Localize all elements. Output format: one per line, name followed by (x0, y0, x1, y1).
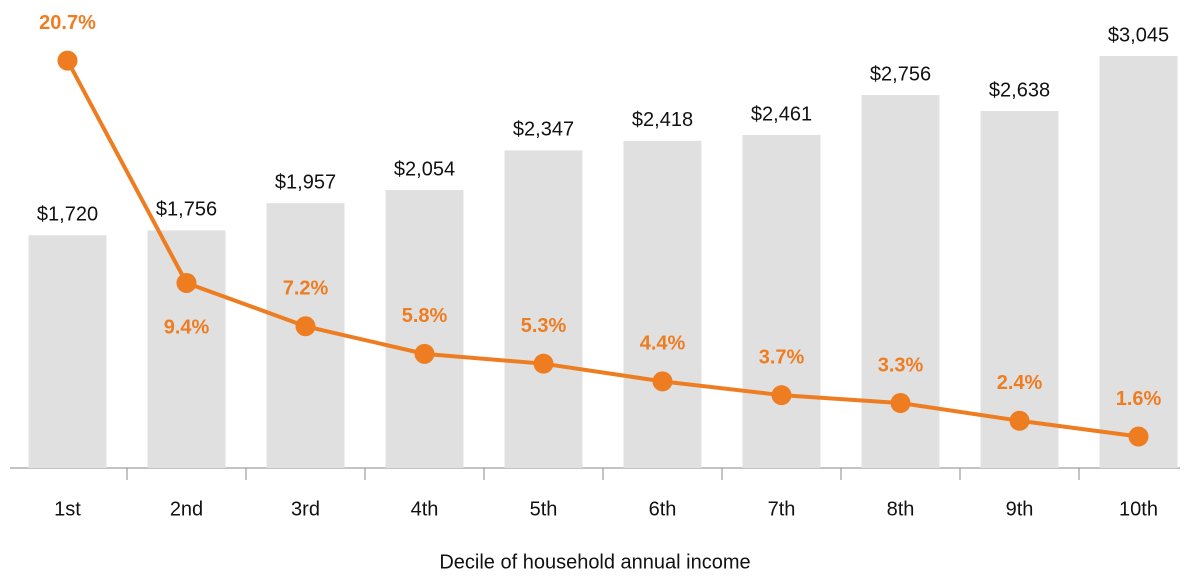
bar-value-label: $1,756 (156, 199, 217, 221)
line-value-label: 2.4% (997, 372, 1043, 394)
bar (147, 230, 226, 468)
line-point (771, 385, 792, 406)
bar (504, 150, 583, 468)
line-point (414, 343, 435, 364)
bar-value-label: $3,045 (1108, 24, 1169, 46)
line-point (533, 353, 554, 374)
line (65, 59, 1139, 439)
line-point (176, 272, 197, 293)
bar-value-label: $2,756 (870, 63, 931, 85)
x-axis-title: Decile of household annual income (439, 551, 750, 573)
line-point (1009, 410, 1030, 431)
bar (980, 111, 1059, 468)
bar (28, 235, 107, 468)
bar (385, 190, 464, 469)
x-tick-label: 10th (1119, 498, 1158, 520)
x-tick-label: 8th (887, 498, 915, 520)
x-tick-label: 3rd (291, 498, 320, 520)
bar-value-label: $2,638 (989, 79, 1050, 101)
line-value-label: 20.7% (39, 12, 96, 34)
x-tick-label: 7th (768, 498, 796, 520)
x-tick-label: 2nd (170, 498, 203, 520)
line-value-label: 1.6% (1116, 388, 1162, 410)
line-point (652, 371, 673, 392)
line-point (57, 50, 78, 71)
x-tick-label: 1st (54, 498, 81, 520)
line-value-label: 4.4% (640, 333, 686, 355)
bar-value-label: $1,957 (275, 171, 336, 193)
bar-value-label: $2,347 (513, 119, 574, 141)
line-value-label: 7.2% (283, 278, 329, 300)
bar (742, 134, 821, 468)
line-value-label: 5.3% (521, 315, 567, 337)
line-point (295, 316, 316, 337)
x-tick-label: 5th (530, 498, 558, 520)
line-value-label: 9.4% (164, 316, 210, 338)
bar (623, 140, 702, 468)
bar-value-label: $2,461 (751, 103, 812, 125)
line-value-label: 3.3% (878, 354, 924, 376)
bar-value-label: $1,720 (37, 204, 98, 226)
x-tick-label: 9th (1006, 498, 1034, 520)
line-point (890, 393, 911, 414)
bar-value-label: $2,054 (394, 158, 455, 180)
line-value-label: 3.7% (759, 346, 805, 368)
x-tick-label: 6th (649, 498, 677, 520)
x-tick-label: 4th (411, 498, 439, 520)
line-point (1128, 426, 1149, 447)
line-value-label: 5.8% (402, 305, 448, 327)
bar-value-label: $2,418 (632, 109, 693, 131)
bar (1099, 55, 1178, 468)
